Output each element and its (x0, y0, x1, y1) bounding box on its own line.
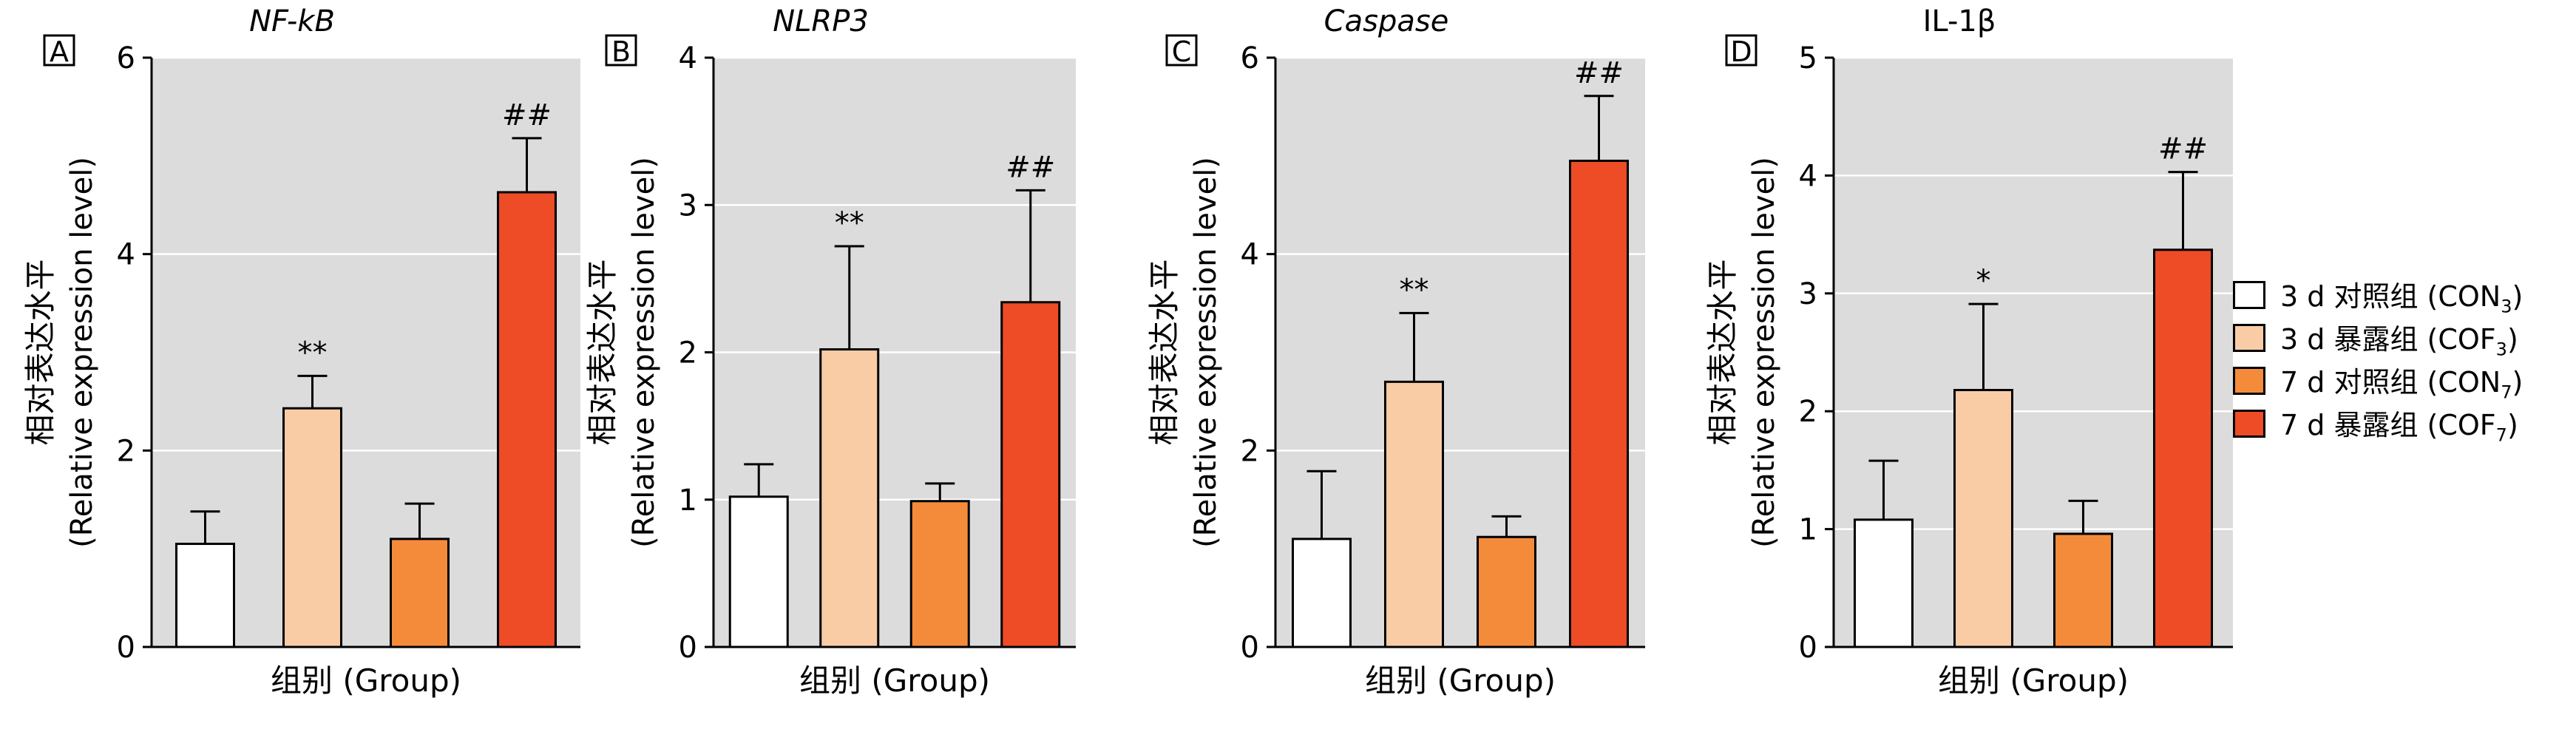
y-tick-label: 2 (117, 434, 135, 468)
legend-item-cof7: 7 d 暴露组 (COF7) (2233, 402, 2523, 445)
y-tick-label: 6 (117, 41, 135, 75)
y-axis-label-en: (Relative expression level) (1747, 157, 1781, 548)
chart-panel-c: 0 2 4 6 ** ## Caspase C 组别 (Group) 相对表达水平 (Relativ… (1146, 4, 1645, 699)
y-axis-label: 相对表达水平 (584, 259, 620, 445)
y-axis-label: 相对表达水平 (1146, 259, 1182, 445)
y-tick-label: 0 (679, 631, 697, 665)
significance-label: ## (1006, 150, 1055, 184)
bar-cof7 (497, 191, 557, 648)
legend: 3 d 对照组 (CON3) 3 d 暴露组 (COF3) 7 d 对照组 (C… (2233, 274, 2523, 445)
y-axis-label: 相对表达水平 (22, 259, 58, 445)
x-axis-label: 组别 (Group) (271, 662, 461, 699)
y-tick-label: 4 (1241, 238, 1259, 272)
y-tick-label: 0 (1799, 631, 1817, 665)
legend-swatch-con3 (2233, 281, 2265, 309)
y-tick-label: 1 (1799, 513, 1817, 547)
panel-label: A (50, 35, 69, 68)
chart-title: NLRP3 (773, 4, 869, 38)
legend-swatch-cof3 (2233, 324, 2265, 352)
bar-cof7 (1569, 159, 1629, 648)
chart-panel-a: 0 2 4 6 ** ## NF-kB A 组别 (Group) 相对表达水平 (Relative … (22, 4, 580, 699)
chart-panel-b: 0 1 2 3 4 ** ## NLRP3 B 组别 (Group) 相对表达水平 (Relative… (584, 4, 1076, 699)
y-axis-label-en: (Relative expression level) (65, 157, 99, 548)
y-tick-label: 4 (117, 238, 135, 272)
legend-item-con7: 7 d 对照组 (CON7) (2233, 359, 2523, 402)
panel-label: B (611, 35, 631, 68)
bar-con3 (1292, 538, 1352, 648)
bar-cof3 (282, 407, 342, 648)
bar-con7 (909, 500, 970, 648)
significance-label: ** (1400, 273, 1429, 307)
y-tick-label: 3 (1799, 277, 1817, 311)
bar-cof7 (1000, 301, 1061, 648)
panel-label-box (1725, 34, 1758, 67)
y-tick-label: 3 (679, 189, 697, 223)
bar-cof3 (1384, 380, 1444, 648)
y-tick-label: 5 (1799, 41, 1817, 75)
legend-label-cof7: 7 d 暴露组 (COF7) (2280, 408, 2518, 446)
chart-title: Caspase (1324, 4, 1449, 38)
bar-con7 (1477, 535, 1536, 648)
chart-title: IL-1β (1923, 4, 1996, 38)
y-axis-label-en: (Relative expression level) (1189, 157, 1223, 548)
x-axis-label: 组别 (Group) (799, 662, 990, 699)
chart-title: NF-kB (249, 4, 335, 38)
legend-label-con3: 3 d 对照组 (CON3) (2280, 279, 2524, 317)
y-tick-label: 2 (679, 336, 697, 370)
significance-label: * (1976, 264, 1991, 298)
y-tick-label: 0 (117, 631, 135, 665)
panel-label-box (43, 34, 75, 67)
x-axis-label: 组别 (Group) (1938, 662, 2129, 699)
bar-con3 (728, 495, 789, 648)
legend-item-cof3: 3 d 暴露组 (COF3) (2233, 316, 2523, 359)
significance-label: ** (835, 206, 864, 240)
legend-swatch-con7 (2233, 367, 2265, 395)
legend-swatch-cof7 (2233, 410, 2265, 438)
panel-label-box (605, 34, 637, 67)
bar-con3 (1854, 518, 1914, 648)
legend-item-con3: 3 d 对照组 (CON3) (2233, 274, 2523, 316)
panel-label: D (1730, 35, 1752, 68)
bar-con3 (175, 543, 235, 648)
y-tick-label: 2 (1241, 434, 1259, 468)
panel-label: C (1172, 35, 1192, 68)
bar-cof3 (1953, 389, 2013, 648)
legend-label-cof3: 3 d 暴露组 (COF3) (2280, 322, 2518, 360)
y-tick-label: 4 (1799, 159, 1817, 193)
panel-label-box (1165, 34, 1198, 67)
bar-cof7 (2153, 248, 2213, 648)
legend-label-con7: 7 d 对照组 (CON7) (2280, 365, 2524, 403)
significance-label: ## (2158, 132, 2208, 166)
y-tick-label: 0 (1241, 631, 1259, 665)
y-tick-label: 2 (1799, 395, 1817, 429)
significance-label: ** (298, 336, 328, 370)
bar-con7 (2053, 532, 2113, 648)
y-axis-label: 相对表达水平 (1704, 259, 1741, 445)
y-axis-label-en: (Relative expression level) (627, 157, 661, 548)
y-tick-label: 6 (1241, 41, 1259, 75)
x-axis-label: 组别 (Group) (1365, 662, 1556, 699)
y-tick-label: 1 (679, 484, 697, 518)
significance-label: ## (502, 98, 552, 132)
significance-label: ## (1574, 56, 1624, 90)
chart-panel-d: 0 1 2 3 4 5 * ## IL-1β D 组别 (Group) 相对表达水平 (Relative… (1704, 4, 2233, 699)
y-tick-label: 4 (679, 41, 697, 75)
bar-con7 (390, 538, 450, 648)
bar-cof3 (819, 348, 880, 648)
